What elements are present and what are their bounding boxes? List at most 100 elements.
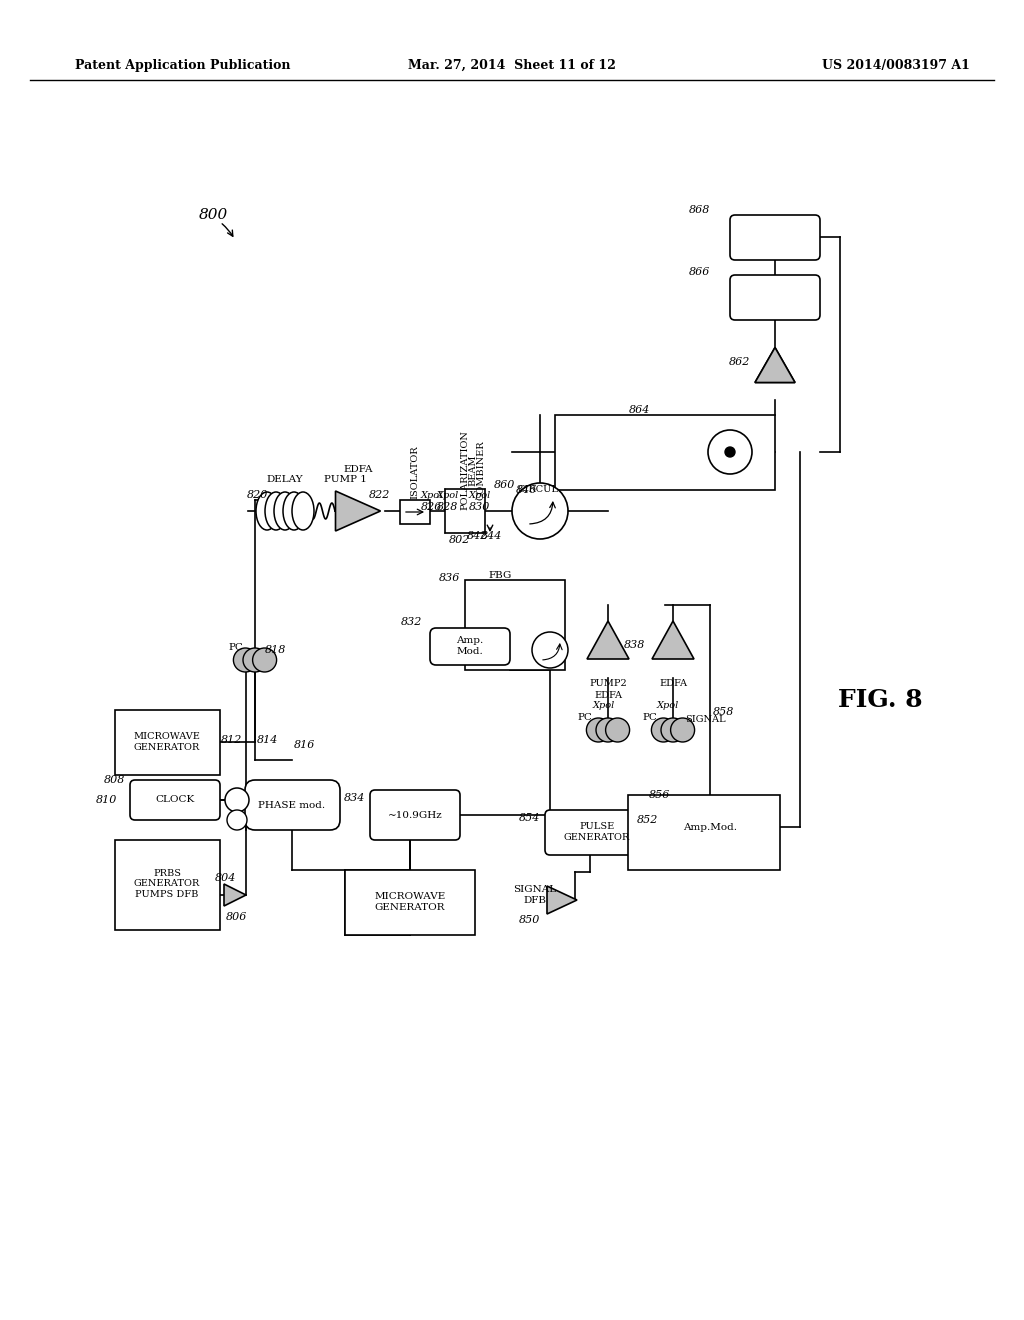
Text: PC: PC	[643, 714, 657, 722]
Text: Patent Application Publication: Patent Application Publication	[75, 58, 291, 71]
Text: 862: 862	[729, 356, 751, 367]
Text: 822: 822	[370, 490, 391, 500]
Text: MICROWAVE
GENERATOR: MICROWAVE GENERATOR	[375, 892, 445, 912]
Text: 868: 868	[689, 205, 711, 215]
Text: 812: 812	[221, 735, 243, 744]
Text: 804: 804	[215, 873, 237, 883]
Circle shape	[225, 788, 249, 812]
Text: 854: 854	[519, 813, 541, 822]
Circle shape	[532, 632, 568, 668]
Text: 828: 828	[437, 502, 459, 512]
Text: EDFA: EDFA	[659, 678, 687, 688]
Text: Xpol: Xpol	[437, 491, 459, 499]
Text: EDFA: EDFA	[343, 466, 373, 474]
Text: 808: 808	[104, 775, 126, 785]
Ellipse shape	[265, 492, 287, 531]
Text: 850: 850	[519, 915, 541, 925]
Circle shape	[596, 718, 620, 742]
Circle shape	[233, 648, 257, 672]
Text: 820: 820	[248, 490, 268, 500]
Text: ~10.9GHz: ~10.9GHz	[388, 810, 442, 820]
Text: 836: 836	[439, 573, 461, 583]
Bar	[628, 795, 780, 870]
Circle shape	[662, 718, 685, 742]
Bar	[115, 710, 220, 775]
Text: PUMP2: PUMP2	[589, 678, 627, 688]
Text: 832: 832	[401, 616, 423, 627]
Bar	[465, 579, 565, 671]
Text: 818: 818	[265, 645, 287, 655]
Bar	[555, 414, 775, 490]
Text: 802: 802	[450, 535, 471, 545]
Text: 830: 830	[469, 502, 490, 512]
Circle shape	[512, 483, 568, 539]
FancyBboxPatch shape	[430, 628, 510, 665]
Circle shape	[605, 718, 630, 742]
Text: CLOCK: CLOCK	[156, 796, 195, 804]
Circle shape	[708, 430, 752, 474]
Text: 864: 864	[630, 405, 650, 414]
Polygon shape	[587, 620, 629, 659]
Text: 810: 810	[96, 795, 118, 805]
Text: PULSE
GENERATOR: PULSE GENERATOR	[564, 822, 630, 842]
Text: DELAY: DELAY	[266, 474, 303, 483]
Polygon shape	[755, 347, 795, 383]
Text: Xpol: Xpol	[593, 701, 615, 710]
Polygon shape	[336, 491, 381, 531]
Bar	[345, 870, 475, 935]
FancyBboxPatch shape	[545, 810, 650, 855]
Circle shape	[587, 718, 610, 742]
Ellipse shape	[256, 492, 278, 531]
Text: 858: 858	[714, 708, 734, 717]
Polygon shape	[224, 884, 246, 906]
Text: US 2014/0083197 A1: US 2014/0083197 A1	[822, 58, 970, 71]
Text: Xpol: Xpol	[421, 491, 443, 499]
Text: PUMP 1: PUMP 1	[324, 475, 367, 484]
Text: ISOLATOR: ISOLATOR	[411, 445, 420, 499]
Text: 816: 816	[294, 741, 315, 750]
FancyBboxPatch shape	[370, 789, 460, 840]
Text: SIGNAL: SIGNAL	[685, 715, 725, 725]
Text: POLARIZATION: POLARIZATION	[461, 430, 469, 510]
Text: BEAM: BEAM	[469, 454, 477, 486]
FancyBboxPatch shape	[245, 780, 340, 830]
Text: PC: PC	[578, 714, 593, 722]
Text: 852: 852	[637, 814, 658, 825]
Circle shape	[725, 447, 735, 457]
FancyBboxPatch shape	[730, 215, 820, 260]
Text: Amp.
Mod.: Amp. Mod.	[457, 636, 483, 656]
Text: COMBINER: COMBINER	[476, 440, 485, 500]
Polygon shape	[652, 620, 694, 659]
Text: FBG: FBG	[488, 572, 512, 581]
Polygon shape	[547, 886, 577, 913]
Text: 834: 834	[344, 793, 366, 803]
Text: 826: 826	[421, 502, 442, 512]
Text: PRBS
GENERATOR
PUMPS DFB: PRBS GENERATOR PUMPS DFB	[134, 869, 200, 899]
Text: 814: 814	[257, 735, 279, 744]
Ellipse shape	[274, 492, 296, 531]
Text: 800: 800	[199, 209, 227, 222]
Text: Xpol: Xpol	[469, 491, 492, 499]
Text: Amp.Mod.: Amp.Mod.	[683, 822, 737, 832]
Text: PC: PC	[228, 644, 244, 652]
Circle shape	[671, 718, 694, 742]
Text: 846: 846	[516, 484, 538, 495]
Bar	[445, 488, 485, 533]
Circle shape	[651, 718, 676, 742]
Circle shape	[243, 648, 267, 672]
FancyBboxPatch shape	[665, 800, 755, 855]
Text: 838: 838	[625, 640, 646, 649]
Text: 860: 860	[495, 480, 516, 490]
Text: 866: 866	[689, 267, 711, 277]
Text: CIRCUL.: CIRCUL.	[518, 486, 562, 495]
Ellipse shape	[292, 492, 314, 531]
Text: 842: 842	[467, 531, 488, 541]
Text: SIGNAL
DFB: SIGNAL DFB	[513, 886, 557, 904]
Text: Mar. 27, 2014  Sheet 11 of 12: Mar. 27, 2014 Sheet 11 of 12	[408, 58, 616, 71]
Text: 844: 844	[481, 531, 503, 541]
Text: 806: 806	[226, 912, 248, 921]
Text: 856: 856	[649, 789, 671, 800]
Text: MICROWAVE
GENERATOR: MICROWAVE GENERATOR	[133, 733, 201, 751]
Polygon shape	[755, 347, 795, 383]
Circle shape	[227, 810, 247, 830]
